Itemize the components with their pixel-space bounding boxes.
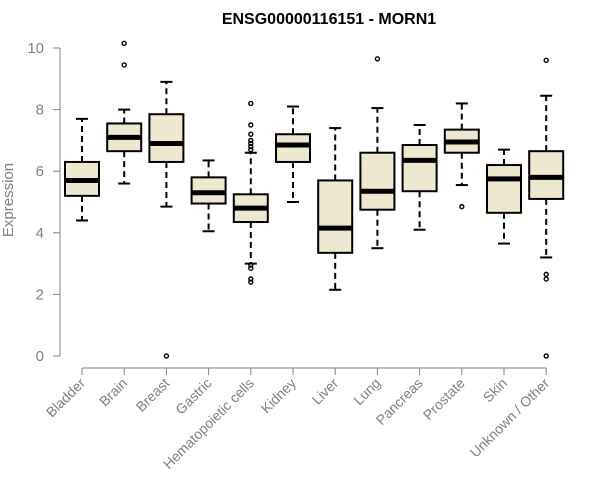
box-iqr [486, 164, 522, 214]
outlier-point [248, 265, 254, 271]
outlier-point [543, 276, 549, 282]
box-iqr [359, 151, 396, 211]
outlier-point [248, 276, 254, 282]
x-tick-label: Bladder [43, 375, 89, 421]
box-group [528, 57, 565, 359]
box-group [486, 148, 522, 245]
outlier-point [248, 140, 254, 147]
y-tick-label: 2 [36, 286, 44, 303]
x-tick-label: Skin [480, 375, 511, 406]
y-tick-label: 10 [27, 40, 44, 57]
outlier-point [163, 353, 170, 359]
outlier-point [248, 137, 254, 144]
box-group [106, 40, 143, 185]
x-tick-label: Lung [350, 375, 383, 408]
box-group [232, 100, 269, 285]
box-iqr [275, 133, 311, 163]
y-tick-label: 6 [36, 163, 44, 180]
x-tick-label: Unknown / Other [467, 375, 553, 461]
box-group [190, 159, 227, 233]
x-tick-label: Prostate [420, 375, 468, 423]
outlier-point [121, 62, 127, 68]
outlier-point [543, 57, 549, 64]
box-group [275, 105, 311, 203]
outlier-point [459, 203, 465, 210]
box-group [317, 127, 354, 291]
box-group [64, 117, 100, 222]
x-tick-label: Kidney [258, 375, 300, 417]
box-group [401, 124, 438, 231]
x-tick-label: Liver [309, 375, 342, 408]
y-tick-label: 4 [36, 225, 44, 242]
x-tick-label: Brain [96, 375, 130, 409]
outlier-point [248, 143, 254, 150]
outlier-point [248, 100, 254, 107]
x-tick-label: Breast [133, 375, 173, 415]
x-tick-label: Pancreas [373, 375, 426, 428]
y-axis-label: Expression [0, 163, 17, 237]
boxes [64, 40, 565, 359]
box-group [443, 102, 480, 210]
chart-title: ENSG00000116151 - MORN1 [222, 11, 436, 28]
box-iqr [148, 113, 185, 163]
outlier-point [543, 271, 549, 278]
outlier-point [248, 146, 254, 153]
outlier-point [248, 279, 254, 285]
outlier-point [248, 122, 254, 128]
y-tick-label: 0 [36, 348, 44, 365]
box-iqr [317, 179, 354, 254]
y-tick-label: 8 [36, 102, 44, 119]
outlier-point [374, 56, 381, 62]
outlier-point [543, 353, 549, 359]
box-iqr [401, 144, 438, 193]
box-group [359, 56, 396, 250]
outlier-point [121, 40, 127, 47]
outlier-point [248, 262, 254, 268]
box-group [148, 80, 185, 359]
y-axis: 0 2 4 6 8 10 [27, 40, 61, 365]
outlier-point [248, 131, 254, 137]
